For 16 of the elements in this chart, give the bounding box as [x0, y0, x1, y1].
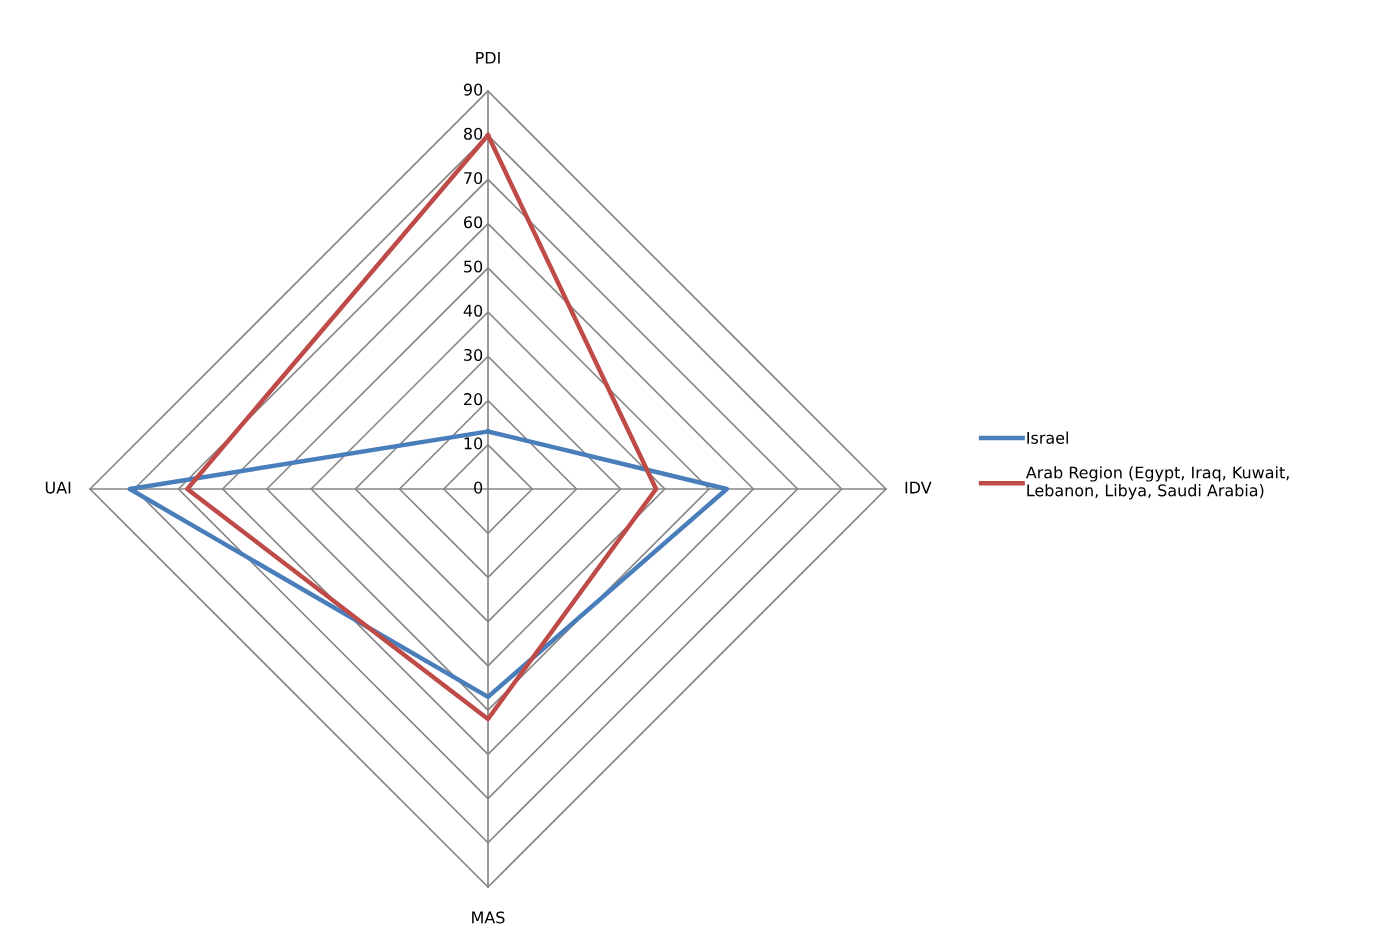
y-tick-label: 50 — [464, 260, 483, 273]
y-tick-label: 40 — [463, 304, 483, 317]
legend-label: Arab Region (Egypt, Iraq, Kuwait, Lebanon, Libya, Saudi Arabia) — [1025, 466, 1289, 500]
y-tick-label: 70 — [464, 172, 483, 185]
y-tick-label: 0 — [474, 481, 483, 494]
y-tick-label: 30 — [464, 348, 483, 361]
y-tick-label: 20 — [464, 393, 483, 406]
y-tick-label: 90 — [463, 83, 483, 96]
y-tick-label: 80 — [463, 127, 483, 140]
legend-label: Israel — [1027, 431, 1068, 444]
y-tick-label: 10 — [464, 437, 483, 450]
spoke-label: PDI — [476, 51, 500, 64]
spoke-label: IDV — [905, 481, 932, 494]
spoke-label: UAI — [45, 481, 71, 494]
spoke-label: MAS — [472, 911, 505, 924]
y-tick-label: 60 — [464, 216, 483, 229]
